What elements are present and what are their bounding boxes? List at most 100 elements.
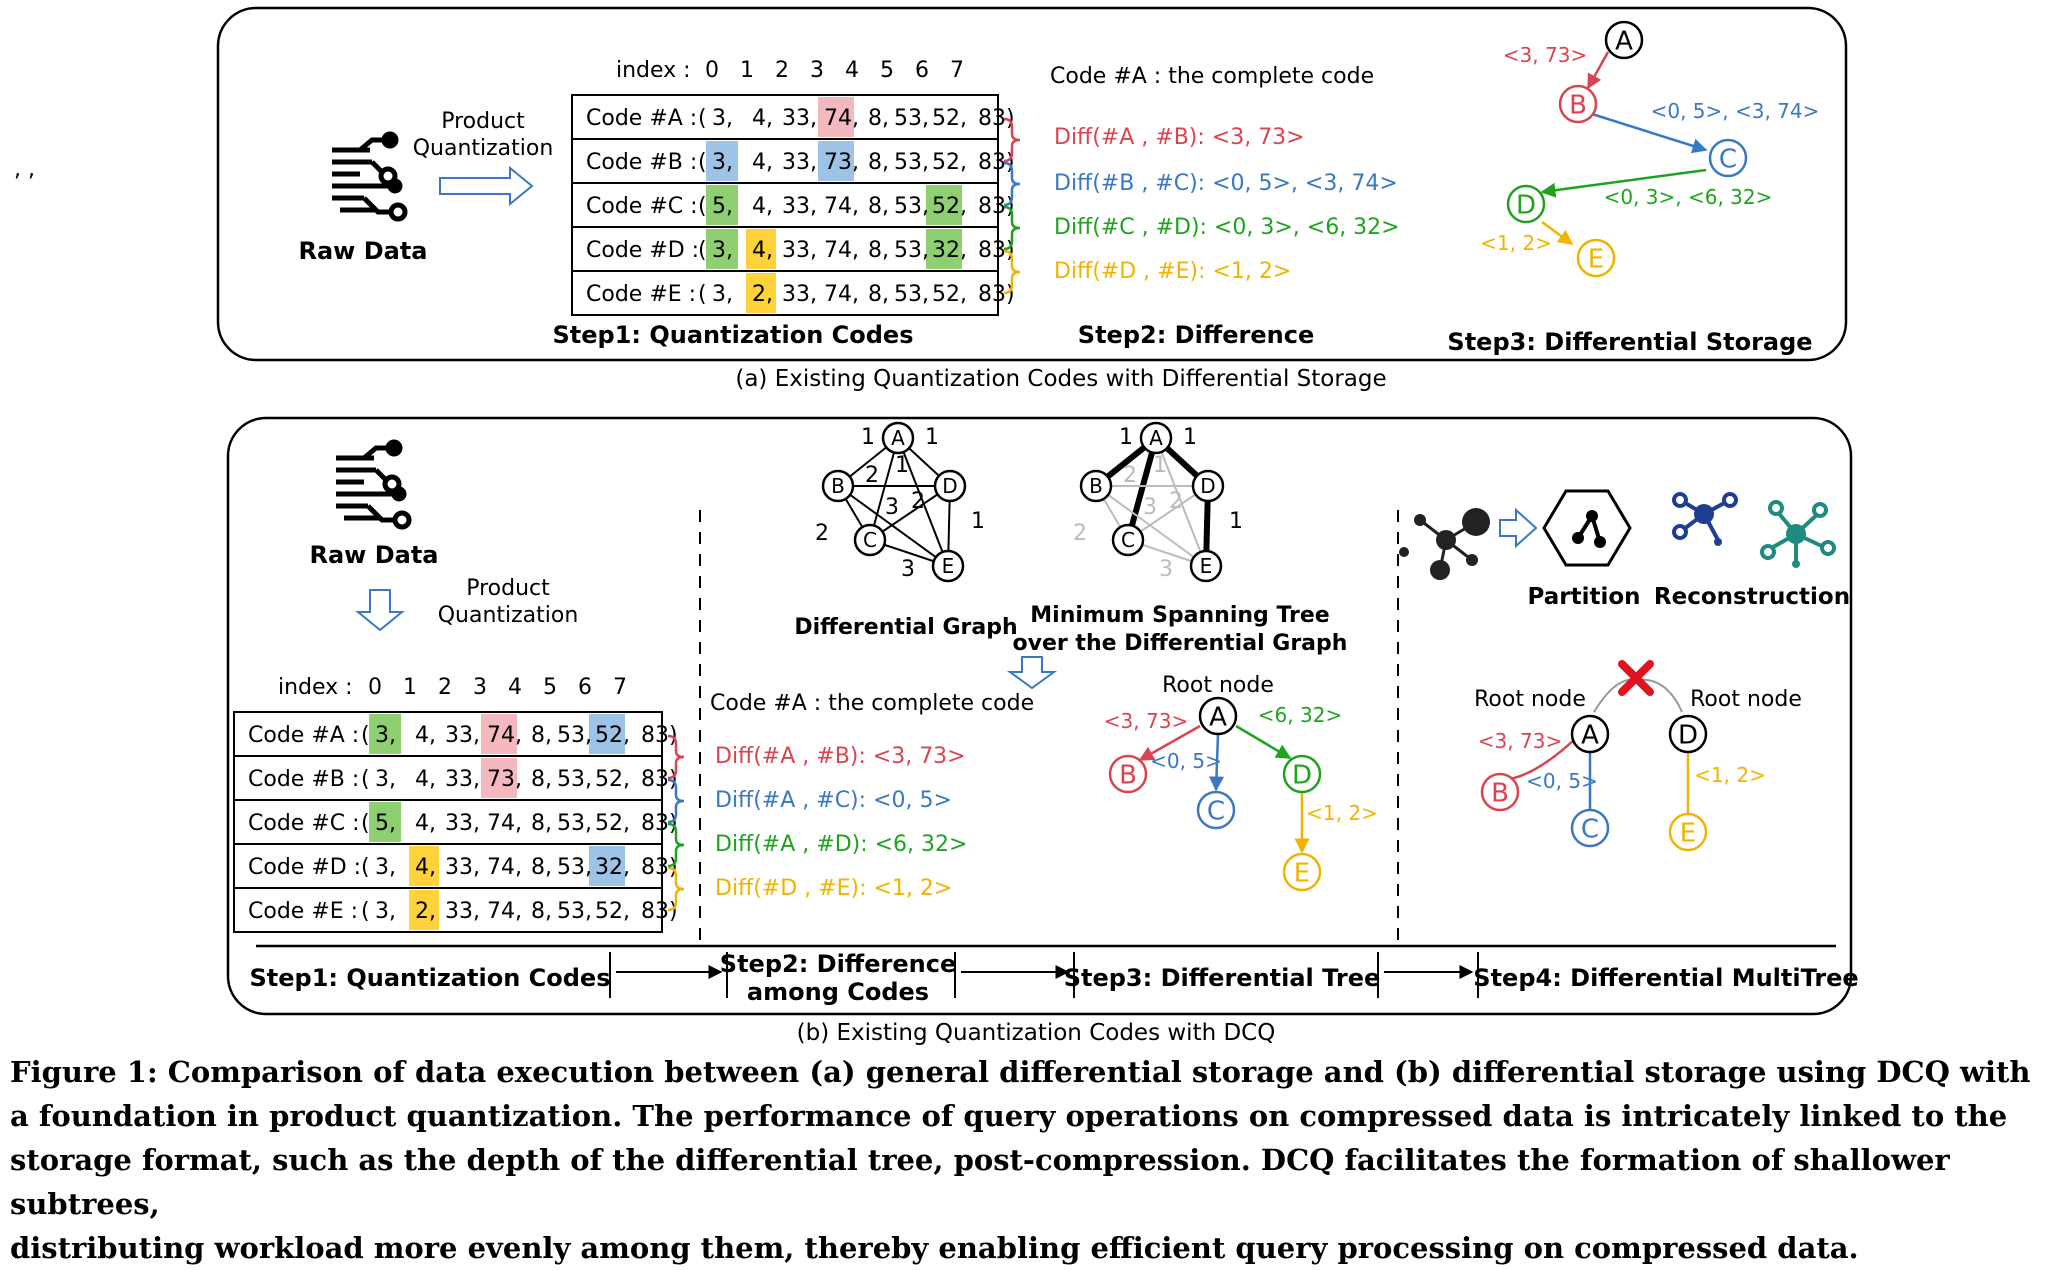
edge-weight-label: 1 bbox=[971, 509, 985, 534]
index-number: 4 bbox=[845, 58, 859, 83]
graph-node bbox=[1196, 790, 1236, 830]
code-value: 3, bbox=[712, 238, 733, 263]
panel-b-braces bbox=[667, 734, 685, 912]
graph-node-label: B bbox=[831, 474, 845, 498]
edge-weight-label: 2 bbox=[1073, 521, 1087, 546]
brace-mark bbox=[667, 734, 685, 780]
figure-caption: Figure 1: Comparison of data execution b… bbox=[10, 1050, 2058, 1270]
mst-title-line2: over the Differential Graph bbox=[1013, 631, 1348, 656]
graph-node bbox=[933, 469, 967, 503]
code-value: 83) bbox=[978, 150, 1015, 175]
panel-b-diff-de: Diff(#D , #E): <1, 2> bbox=[715, 876, 952, 901]
code-value: 3, bbox=[712, 150, 733, 175]
brace-mark bbox=[667, 822, 685, 868]
code-paren: ( bbox=[698, 106, 707, 131]
code-value: 33, bbox=[782, 194, 817, 219]
panel-a-diff-cd: Diff(#C , #D): <0, 3>, <6, 32> bbox=[1054, 215, 1400, 240]
circuit-icon bbox=[332, 131, 408, 222]
panel-b-diff-ab: Diff(#A , #B): <3, 73> bbox=[715, 744, 966, 769]
graph-node bbox=[1189, 549, 1223, 583]
index-number: 1 bbox=[740, 58, 754, 83]
graph-node-label: D bbox=[942, 474, 957, 498]
edge-weight-label: 1 bbox=[925, 425, 939, 450]
graph-edge bbox=[1591, 112, 1708, 154]
panel-b-pq-line1: Product bbox=[466, 576, 550, 601]
edge-weight-label: 1 bbox=[1153, 453, 1167, 478]
differential-tree: A B C D E <3, 73> <0, 5> <6, 32> <1, 2> bbox=[1104, 696, 1378, 892]
code-value: 33, bbox=[782, 282, 817, 307]
index-number: 2 bbox=[775, 58, 789, 83]
graph-node bbox=[853, 523, 887, 557]
code-value: 52, bbox=[932, 150, 967, 175]
molecule-icon bbox=[1399, 508, 1490, 580]
code-value: 74, bbox=[824, 238, 859, 263]
code-value: 2, bbox=[415, 899, 436, 924]
code-value: 73, bbox=[487, 767, 522, 792]
code-row-label: Code #B : bbox=[586, 150, 697, 175]
code-value: 53, bbox=[894, 106, 929, 131]
highlight-cell bbox=[926, 185, 962, 225]
edge-weight-label: 2 bbox=[1169, 489, 1183, 514]
graph-node-label: D bbox=[1516, 190, 1536, 220]
code-value: 3, bbox=[375, 723, 396, 748]
code-row-label: Code #A : bbox=[586, 106, 697, 131]
code-paren: ( bbox=[361, 811, 370, 836]
code-value: 4, bbox=[415, 855, 436, 880]
graph-node-label: A bbox=[1615, 26, 1633, 56]
highlight-cell bbox=[746, 229, 776, 269]
code-value: 8, bbox=[868, 238, 889, 263]
code-value: 8, bbox=[531, 855, 552, 880]
edge-weight-label: 3 bbox=[885, 495, 899, 520]
graph-node-label: C bbox=[1207, 796, 1225, 826]
code-value: 83) bbox=[978, 106, 1015, 131]
graph-node bbox=[1558, 84, 1598, 124]
code-value: 33, bbox=[445, 855, 480, 880]
edge-label: <3, 73> bbox=[1503, 43, 1587, 67]
graph-node-label: D bbox=[1678, 720, 1698, 750]
edge-label: <1, 2> bbox=[1694, 763, 1766, 787]
code-value: 53, bbox=[557, 855, 592, 880]
index-number: 3 bbox=[810, 58, 824, 83]
code-value: 83) bbox=[978, 238, 1015, 263]
highlight-cell bbox=[369, 802, 401, 842]
code-table-frame bbox=[571, 94, 999, 316]
highlight-cell bbox=[589, 714, 625, 754]
panel-b-diff-ad: Diff(#A , #D): <6, 32> bbox=[715, 832, 967, 857]
edge-weight-label: 3 bbox=[1159, 557, 1173, 582]
partition-label: Partition bbox=[1527, 584, 1640, 610]
index-number: 2 bbox=[438, 675, 452, 700]
code-value: 5, bbox=[712, 194, 733, 219]
partition-arrow-icon bbox=[1499, 507, 1538, 549]
code-value: 52, bbox=[932, 282, 967, 307]
code-value: 53, bbox=[894, 194, 929, 219]
graph-node bbox=[1191, 469, 1225, 503]
reconstruction-label: Reconstruction bbox=[1654, 584, 1850, 610]
code-value: 8, bbox=[531, 811, 552, 836]
graph-node bbox=[1668, 812, 1708, 852]
graph-node bbox=[931, 549, 965, 583]
graph-edge bbox=[1125, 437, 1159, 541]
code-value: 32, bbox=[595, 855, 630, 880]
code-value: 74, bbox=[824, 282, 859, 307]
index-number: 0 bbox=[368, 675, 382, 700]
graph-node-label: E bbox=[1294, 858, 1310, 888]
graph-node-label: C bbox=[1121, 528, 1135, 552]
edge-label: <0, 5> bbox=[1526, 769, 1598, 793]
code-value: 3, bbox=[375, 767, 396, 792]
code-value: 53, bbox=[894, 282, 929, 307]
multitree-root-d-label: Root node bbox=[1690, 687, 1802, 712]
code-value: 33, bbox=[445, 767, 480, 792]
code-value: 74, bbox=[487, 723, 522, 748]
graph-node-label: D bbox=[1292, 760, 1312, 790]
panel-b-step3: Step3: Differential Tree bbox=[1064, 964, 1381, 992]
edge-label: <3, 73> bbox=[1104, 709, 1188, 733]
code-value: 52, bbox=[595, 723, 630, 748]
figure-caption-line: Figure 1: Comparison of data execution b… bbox=[10, 1055, 2031, 1089]
code-value: 4, bbox=[415, 811, 436, 836]
code-value: 83) bbox=[978, 282, 1015, 307]
highlight-cell bbox=[746, 273, 776, 313]
code-row-label: Code #D : bbox=[586, 238, 699, 263]
code-value: 83) bbox=[641, 899, 678, 924]
graph-node-label: B bbox=[1491, 778, 1509, 808]
panel-a-step1: Step1: Quantization Codes bbox=[553, 321, 914, 349]
